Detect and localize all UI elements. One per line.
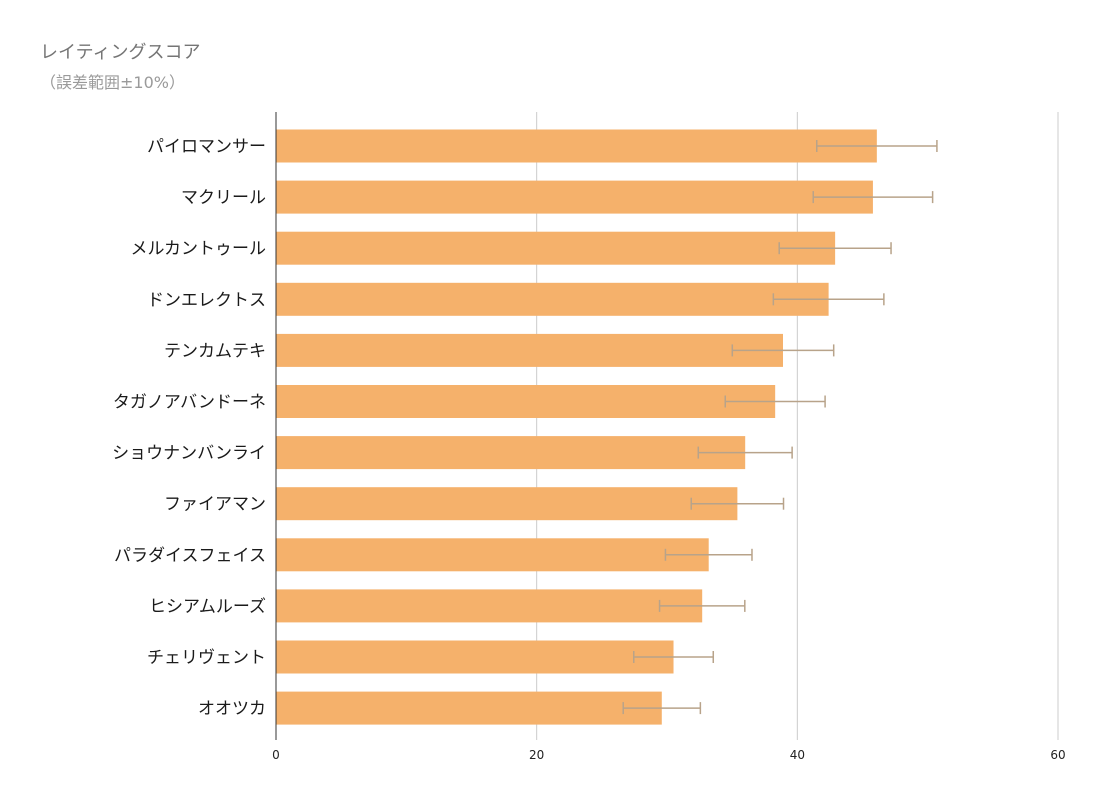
x-tick-label-0: 0 xyxy=(272,748,280,762)
category-label-4: テンカムテキ xyxy=(164,341,266,361)
category-label-6: ショウナンバンライ xyxy=(112,444,266,464)
bar-3 xyxy=(276,282,829,316)
category-label-5: タガノアバンドーネ xyxy=(113,393,266,413)
x-tick-label-1: 20 xyxy=(529,748,544,762)
category-label-10: チェリヴェント xyxy=(147,648,266,668)
error-bar-5 xyxy=(724,395,826,408)
category-label-0: パイロマンサー xyxy=(147,137,266,157)
category-labels: パイロマンサーマクリールメルカントゥールドンエレクトステンカムテキタガノアバンド… xyxy=(112,137,266,719)
error-bar-6 xyxy=(697,446,793,459)
bars xyxy=(276,129,877,725)
x-tick-label-3: 60 xyxy=(1050,748,1065,762)
error-bar-10 xyxy=(633,651,715,663)
bar-4 xyxy=(276,333,783,367)
x-axis-ticks: 0 20 40 60 xyxy=(272,748,1065,762)
bar-8 xyxy=(276,538,709,572)
error-bars xyxy=(622,140,938,715)
error-bar-3 xyxy=(772,293,885,306)
category-label-2: メルカントゥール xyxy=(131,239,267,259)
category-label-3: ドンエレクトス xyxy=(147,290,266,310)
category-label-9: ヒシアムルーズ xyxy=(149,597,266,617)
category-label-1: マクリール xyxy=(181,188,266,208)
chart-title: レイティングスコア xyxy=(40,42,201,63)
error-bar-4 xyxy=(731,344,835,357)
category-label-11: オオツカ xyxy=(198,699,266,719)
error-bar-0 xyxy=(816,140,938,152)
bar-0 xyxy=(276,129,877,163)
bar-11 xyxy=(276,691,662,725)
bar-2 xyxy=(276,231,836,265)
x-tick-label-2: 40 xyxy=(790,748,805,762)
bar-5 xyxy=(276,385,776,418)
error-bar-8 xyxy=(664,548,753,561)
bar-6 xyxy=(276,436,746,470)
error-bar-1 xyxy=(812,191,934,204)
error-bar-7 xyxy=(690,497,785,510)
bar-7 xyxy=(276,487,738,521)
error-bar-2 xyxy=(778,242,892,255)
category-label-7: ファイアマン xyxy=(164,495,266,515)
chart-subtitle: （誤差範囲±10%） xyxy=(40,73,185,92)
grid-lines xyxy=(536,112,1059,740)
error-bar-9 xyxy=(658,599,746,612)
bar-9 xyxy=(276,589,703,623)
bar-1 xyxy=(276,180,873,214)
bar-10 xyxy=(276,640,674,674)
category-label-8: パラダイスフェイス xyxy=(114,546,266,566)
error-bar-11 xyxy=(622,702,702,715)
